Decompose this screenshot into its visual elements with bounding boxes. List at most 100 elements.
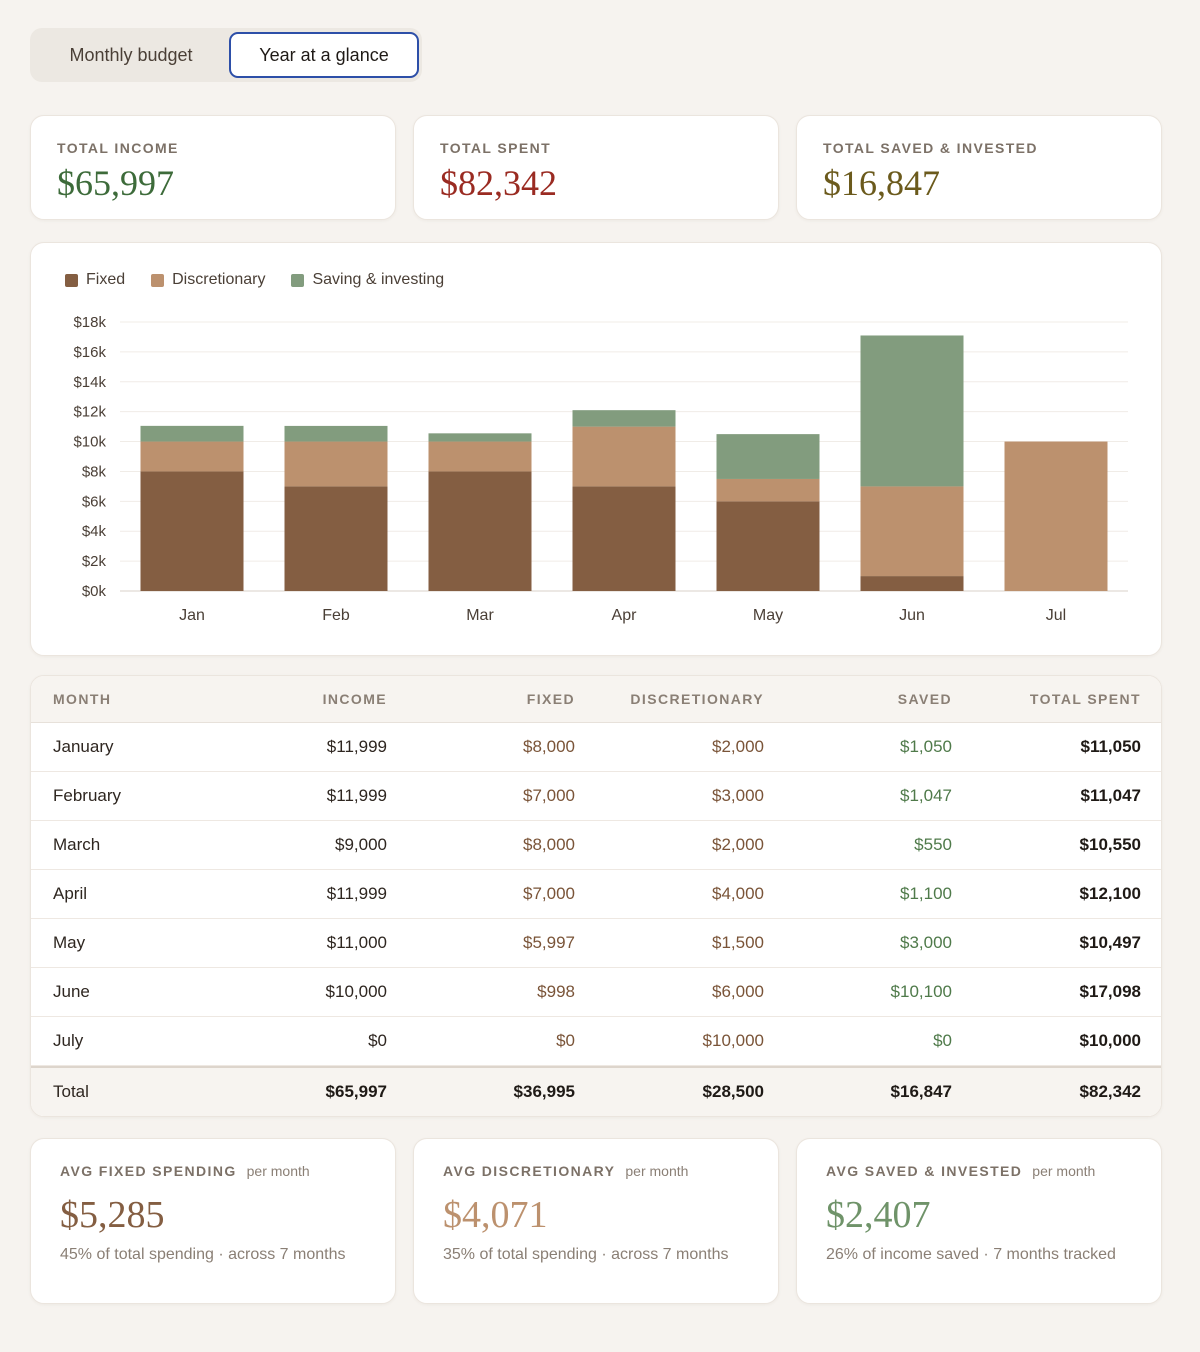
avg-fixed-label: AVG FIXED SPENDING (60, 1163, 237, 1179)
cell-income: $11,999 (326, 737, 387, 756)
cell-total-spent: $10,497 (1079, 933, 1141, 952)
cell-fixed: $7,000 (523, 786, 575, 805)
total-income-label: TOTAL INCOME (57, 140, 179, 156)
y-tick-label: $16k (73, 344, 106, 361)
cell-month: June (53, 982, 90, 1001)
y-tick-label: $8k (82, 463, 107, 480)
table-row: June $10,000 $998 $6,000 $10,100 $17,098 (31, 968, 1161, 1017)
bar-segment (140, 441, 244, 472)
table-row: July $0 $0 $10,000 $0 $10,000 (31, 1017, 1161, 1066)
avg-fixed-card: AVG FIXED SPENDING per month $5,285 45% … (30, 1138, 396, 1304)
cell-discretionary: $2,000 (712, 737, 764, 756)
cell-income: $10,000 (325, 982, 387, 1001)
cell-discretionary: $10,000 (702, 1031, 764, 1050)
avg-fixed-per: per month (246, 1163, 310, 1179)
bar-segment (140, 425, 244, 442)
legend-swatch-fixed (65, 273, 78, 287)
y-tick-label: $10k (73, 434, 106, 451)
total-saved-value: $16,847 (823, 163, 940, 203)
cell-saved: $550 (914, 835, 952, 854)
cell-fixed: $5,997 (523, 933, 575, 952)
cell-income: $11,999 (326, 884, 387, 903)
spending-chart-card: Fixed Discretionary Saving & investing $… (30, 242, 1162, 656)
cell-month: February (53, 786, 122, 805)
total-income: $65,997 (325, 1082, 387, 1101)
avg-saved-sub: 26% of income saved · 7 months tracked (826, 1246, 1116, 1263)
table-row: May $11,000 $5,997 $1,500 $3,000 $10,497 (31, 919, 1161, 968)
y-tick-label: $0k (82, 583, 107, 600)
x-tick-label: Jun (899, 607, 925, 624)
cell-month: May (53, 933, 86, 952)
table-header-row: MONTH INCOME FIXED DISCRETIONARY SAVED T… (31, 676, 1161, 723)
avg-discretionary-sub: 35% of total spending · across 7 months (443, 1246, 729, 1263)
cell-total-spent: $17,098 (1079, 982, 1141, 1001)
cell-saved: $1,050 (900, 737, 952, 756)
cell-fixed: $8,000 (523, 835, 575, 854)
header-month: MONTH (53, 691, 112, 707)
bar-segment (716, 434, 820, 479)
bar-segment (140, 471, 244, 591)
total-saved-card: TOTAL SAVED & INVESTED $16,847 (796, 115, 1162, 220)
y-tick-label: $12k (73, 404, 106, 421)
monthly-table: MONTH INCOME FIXED DISCRETIONARY SAVED T… (30, 675, 1162, 1117)
avg-discretionary-value: $4,071 (443, 1194, 548, 1236)
x-tick-label: Jul (1046, 607, 1066, 624)
cell-saved: $0 (933, 1031, 952, 1050)
header-saved: SAVED (897, 691, 952, 707)
bar-segment (572, 486, 676, 591)
cell-total-spent: $10,550 (1079, 835, 1141, 854)
tab-monthly-budget[interactable]: Monthly budget (69, 44, 193, 65)
header-income: INCOME (322, 691, 387, 707)
legend-label-saving: Saving & investing (312, 271, 445, 288)
bar-segment (572, 426, 676, 487)
cell-discretionary: $6,000 (712, 982, 764, 1001)
cell-month: January (53, 737, 114, 756)
legend-item-saving: Saving & investing (291, 271, 444, 289)
cell-saved: $3,000 (900, 933, 952, 952)
cell-total-spent: $11,047 (1080, 786, 1141, 805)
tab-year-at-a-glance[interactable]: Year at a glance (229, 32, 419, 78)
y-tick-label: $14k (73, 374, 106, 391)
cell-fixed: $7,000 (523, 884, 575, 903)
avg-saved-label: AVG SAVED & INVESTED (826, 1163, 1023, 1179)
cell-total-spent: $11,050 (1080, 737, 1141, 756)
total-label: Total (53, 1082, 89, 1101)
cell-total-spent: $10,000 (1079, 1031, 1141, 1050)
total-saved: $16,847 (890, 1082, 952, 1101)
bar-segment (284, 441, 388, 487)
cell-discretionary: $4,000 (712, 884, 764, 903)
legend-swatch-discretionary (151, 273, 165, 287)
header-total-spent: TOTAL SPENT (1029, 691, 1141, 707)
y-tick-label: $4k (82, 523, 107, 540)
cell-discretionary: $3,000 (712, 786, 764, 805)
cell-month: April (53, 884, 88, 903)
bar-segment (428, 471, 532, 591)
cell-fixed: $998 (537, 982, 575, 1001)
cell-income: $11,999 (326, 786, 387, 805)
bar-segment (860, 486, 964, 577)
cell-total-spent: $12,100 (1079, 884, 1141, 903)
total-total-spent: $82,342 (1079, 1082, 1141, 1101)
avg-saved-per: per month (1032, 1163, 1096, 1179)
cell-month: July (53, 1031, 84, 1050)
avg-saved-value: $2,407 (826, 1194, 931, 1236)
bar-segment (716, 501, 820, 591)
bar-segment (428, 433, 532, 442)
x-tick-label: Mar (466, 607, 494, 624)
cell-fixed: $8,000 (523, 737, 575, 756)
cell-income: $11,000 (326, 933, 387, 952)
x-tick-label: Jan (179, 607, 205, 624)
total-fixed: $36,995 (513, 1082, 575, 1101)
legend-label-discretionary: Discretionary (172, 271, 266, 288)
legend-label-fixed: Fixed (86, 271, 126, 288)
bar-segment (1004, 441, 1108, 591)
header-discretionary: DISCRETIONARY (630, 691, 764, 707)
avg-fixed-sub: 45% of total spending · across 7 months (60, 1246, 346, 1263)
x-tick-label: May (753, 607, 783, 624)
y-tick-label: $6k (82, 493, 107, 510)
avg-discretionary-card: AVG DISCRETIONARY per month $4,071 35% o… (413, 1138, 779, 1304)
total-spent-card: TOTAL SPENT $82,342 (413, 115, 779, 220)
total-spent-label: TOTAL SPENT (440, 140, 552, 156)
legend-item-fixed: Fixed (65, 271, 125, 289)
legend-swatch-saving (291, 273, 305, 287)
